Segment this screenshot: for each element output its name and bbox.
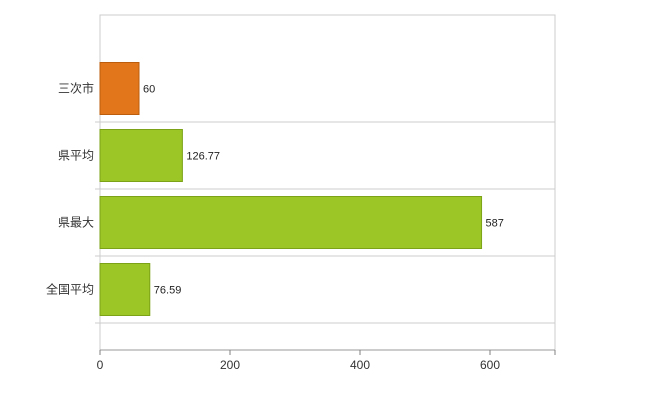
bar-value-label: 60 [143,84,155,96]
category-label: 県平均 [58,149,94,163]
x-tick-label: 600 [480,358,500,372]
x-tick-label: 200 [220,358,240,372]
category-label: 県最大 [58,216,94,230]
bar [99,196,483,249]
bar [99,263,151,316]
bar-value-label: 76.59 [154,285,182,297]
bar [99,129,183,182]
bar [99,62,140,115]
bar-value-label: 587 [486,218,504,230]
x-tick-label: 400 [350,358,370,372]
bar-value-label: 126.77 [186,151,220,163]
category-label: 三次市 [58,81,94,96]
plot-border [99,14,556,351]
x-tick-label: 0 [97,358,104,372]
category-label: 全国平均 [46,282,94,297]
